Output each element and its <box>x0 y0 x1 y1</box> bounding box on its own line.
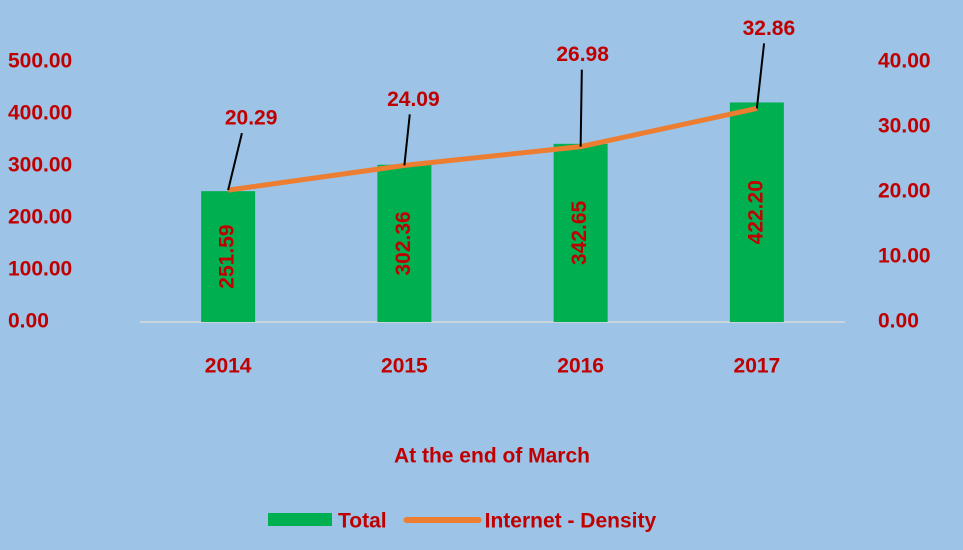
leader-line <box>755 43 766 109</box>
y2-tick-label: 10.00 <box>878 245 931 268</box>
y2-tick-label: 20.00 <box>878 180 931 203</box>
x-tick-label: 2014 <box>205 355 252 378</box>
legend-label: Total <box>338 510 387 533</box>
x-tick-label: 2015 <box>381 355 428 378</box>
y2-tick-label: 30.00 <box>878 115 931 138</box>
line-value-label: 24.09 <box>387 88 440 111</box>
bar <box>729 102 784 323</box>
bar-value-label: 342.65 <box>568 200 591 265</box>
bar-value-label: 302.36 <box>392 211 415 275</box>
line-value-label: 32.86 <box>743 17 796 40</box>
bar <box>553 143 608 322</box>
y-tick-label: 400.00 <box>8 102 72 125</box>
bar-value-label: 422.20 <box>744 180 767 244</box>
leader-line <box>403 114 411 166</box>
bar <box>377 164 432 322</box>
x-tick-label: 2017 <box>734 355 781 378</box>
legend-swatch <box>268 513 332 526</box>
y-tick-label: 100.00 <box>8 258 72 281</box>
line <box>227 105 758 193</box>
x-tick-label: 2016 <box>557 355 604 378</box>
y2-tick-label: 0.00 <box>878 310 919 333</box>
line-value-label: 26.98 <box>556 43 609 66</box>
y-tick-label: 200.00 <box>8 206 72 229</box>
y-tick-label: 300.00 <box>8 154 72 177</box>
leader-line <box>227 132 243 191</box>
bar-value-label: 251.59 <box>216 224 239 288</box>
bar <box>201 191 256 322</box>
legend-label: Internet - Density <box>485 510 657 533</box>
x-axis-title: At the end of March <box>394 445 590 468</box>
y-tick-label: 0.00 <box>8 310 49 333</box>
line-value-label: 20.29 <box>225 107 278 130</box>
y-tick-label: 500.00 <box>8 50 72 73</box>
leader-line <box>579 69 583 147</box>
y2-tick-label: 40.00 <box>878 50 931 73</box>
